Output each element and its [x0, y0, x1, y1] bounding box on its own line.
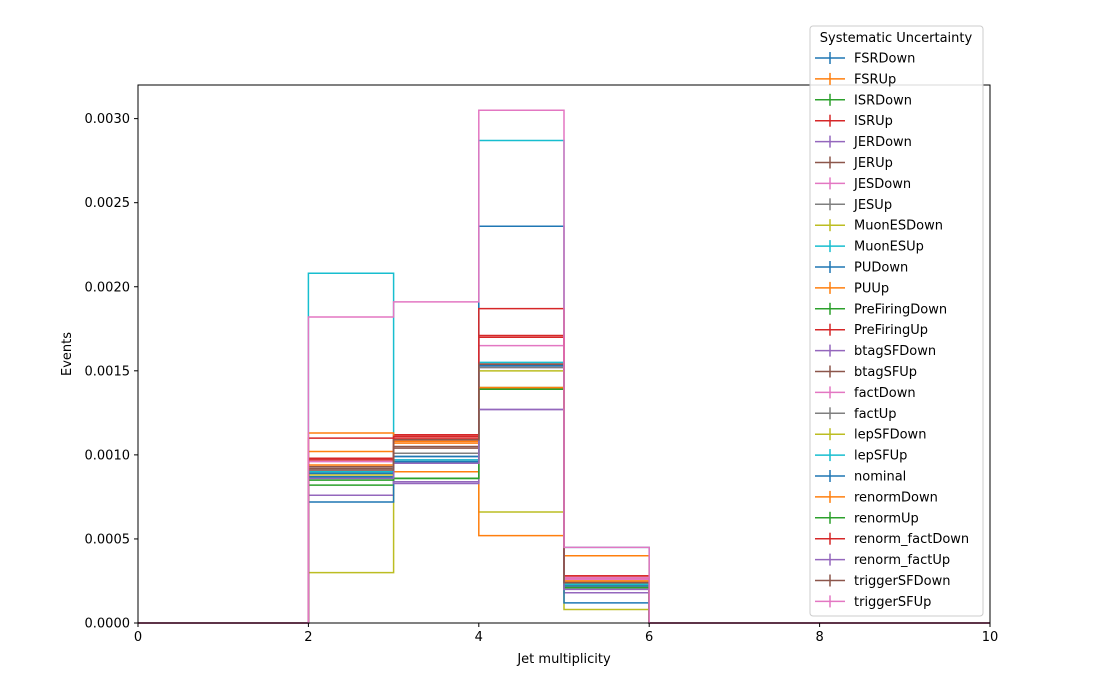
legend-label: MuonESDown: [854, 219, 943, 234]
x-tick-label-3: 6: [645, 630, 653, 645]
y-tick-label-6: 0.0030: [85, 112, 131, 127]
legend-item-MuonESDown: MuonESDown: [815, 219, 943, 234]
legend-label: PUUp: [854, 281, 889, 296]
legend-label: ISRDown: [854, 93, 912, 108]
legend-item-renorm_factDown: renorm_factDown: [815, 532, 969, 547]
legend-item-ISRUp: ISRUp: [815, 114, 893, 129]
legend-label: lepSFDown: [854, 428, 926, 443]
legend-item-lepSFUp: lepSFUp: [815, 449, 907, 464]
legend-label: btagSFDown: [854, 344, 936, 359]
x-axis: 0 2 4 6 8 10: [134, 623, 998, 645]
legend-item-JERUp: JERUp: [815, 156, 893, 171]
y-tick-label-1: 0.0005: [85, 532, 131, 547]
legend-item-btagSFDown: btagSFDown: [815, 344, 936, 359]
y-tick-label-2: 0.0010: [85, 448, 131, 463]
legend-label: renorm_factUp: [854, 553, 950, 568]
y-tick-label-0: 0.0000: [85, 617, 131, 632]
legend-label: PreFiringUp: [854, 323, 928, 338]
legend-label: factUp: [854, 407, 897, 422]
legend-item-lepSFDown: lepSFDown: [815, 428, 926, 443]
legend-label: MuonESUp: [854, 240, 924, 255]
legend-label: nominal: [854, 470, 906, 485]
legend-item-FSRDown: FSRDown: [815, 52, 915, 67]
legend-label: FSRDown: [854, 52, 915, 67]
legend-item-PreFiringUp: PreFiringUp: [815, 323, 928, 338]
legend-item-MuonESUp: MuonESUp: [815, 240, 924, 255]
x-tick-label-0: 0: [134, 630, 142, 645]
legend-label: btagSFUp: [854, 365, 917, 380]
legend-label: JERDown: [853, 135, 912, 150]
legend-label: PUDown: [854, 261, 908, 276]
legend-item-nominal: nominal: [815, 470, 906, 485]
legend-label: ISRUp: [854, 114, 893, 129]
legend-box: [809, 25, 984, 617]
legend-label: PreFiringDown: [854, 302, 947, 317]
legend-label: triggerSFUp: [854, 595, 931, 610]
legend: Systematic Uncertainty FSRDown FSRUp ISRDo…: [809, 25, 984, 617]
x-tick-label-1: 2: [304, 630, 312, 645]
legend-item-ISRDown: ISRDown: [815, 93, 912, 108]
legend-label: JESDown: [853, 177, 911, 192]
legend-item-JESUp: JESUp: [815, 198, 892, 213]
legend-item-PUUp: PUUp: [815, 281, 889, 296]
y-tick-label-4: 0.0020: [85, 280, 131, 295]
y-tick-label-5: 0.0025: [85, 196, 131, 211]
y-axis: 0.0000 0.0005 0.0010 0.0015 0.0020 0.0025 0.00…: [85, 112, 138, 632]
legend-label: lepSFUp: [854, 449, 907, 464]
legend-item-btagSFUp: btagSFUp: [815, 365, 917, 380]
legend-label: renorm_factDown: [854, 532, 969, 547]
legend-label: factDown: [854, 386, 916, 401]
legend-item-factUp: factUp: [815, 407, 897, 422]
legend-items: FSRDown FSRUp ISRDown ISRUp JERDown JERUp JESD…: [815, 52, 969, 610]
y-tick-label-3: 0.0015: [85, 364, 131, 379]
legend-item-FSRUp: FSRUp: [815, 72, 896, 87]
y-axis-label: Events: [60, 332, 75, 376]
legend-label: renormUp: [854, 511, 919, 526]
legend-item-PreFiringDown: PreFiringDown: [815, 302, 947, 317]
legend-item-JERDown: JERDown: [815, 135, 912, 150]
x-tick-label-5: 10: [982, 630, 999, 645]
legend-item-triggerSFUp: triggerSFUp: [815, 595, 931, 610]
legend-item-renormUp: renormUp: [815, 511, 919, 526]
legend-label: triggerSFDown: [854, 574, 950, 589]
legend-item-JESDown: JESDown: [815, 177, 911, 192]
legend-label: renormDown: [854, 490, 938, 505]
legend-item-factDown: factDown: [815, 386, 916, 401]
legend-item-PUDown: PUDown: [815, 261, 908, 276]
x-axis-label: Jet multiplicity: [516, 652, 611, 667]
legend-item-renormDown: renormDown: [815, 490, 938, 505]
legend-title: Systematic Uncertainty: [820, 31, 973, 46]
x-tick-label-2: 4: [475, 630, 483, 645]
plot-frame: [137, 84, 991, 624]
legend-item-triggerSFDown: triggerSFDown: [815, 574, 950, 589]
legend-item-renorm_factUp: renorm_factUp: [815, 553, 950, 568]
x-tick-label-4: 8: [815, 630, 823, 645]
legend-label: JERUp: [853, 156, 893, 171]
legend-label: JESUp: [853, 198, 892, 213]
legend-label: FSRUp: [854, 72, 896, 87]
